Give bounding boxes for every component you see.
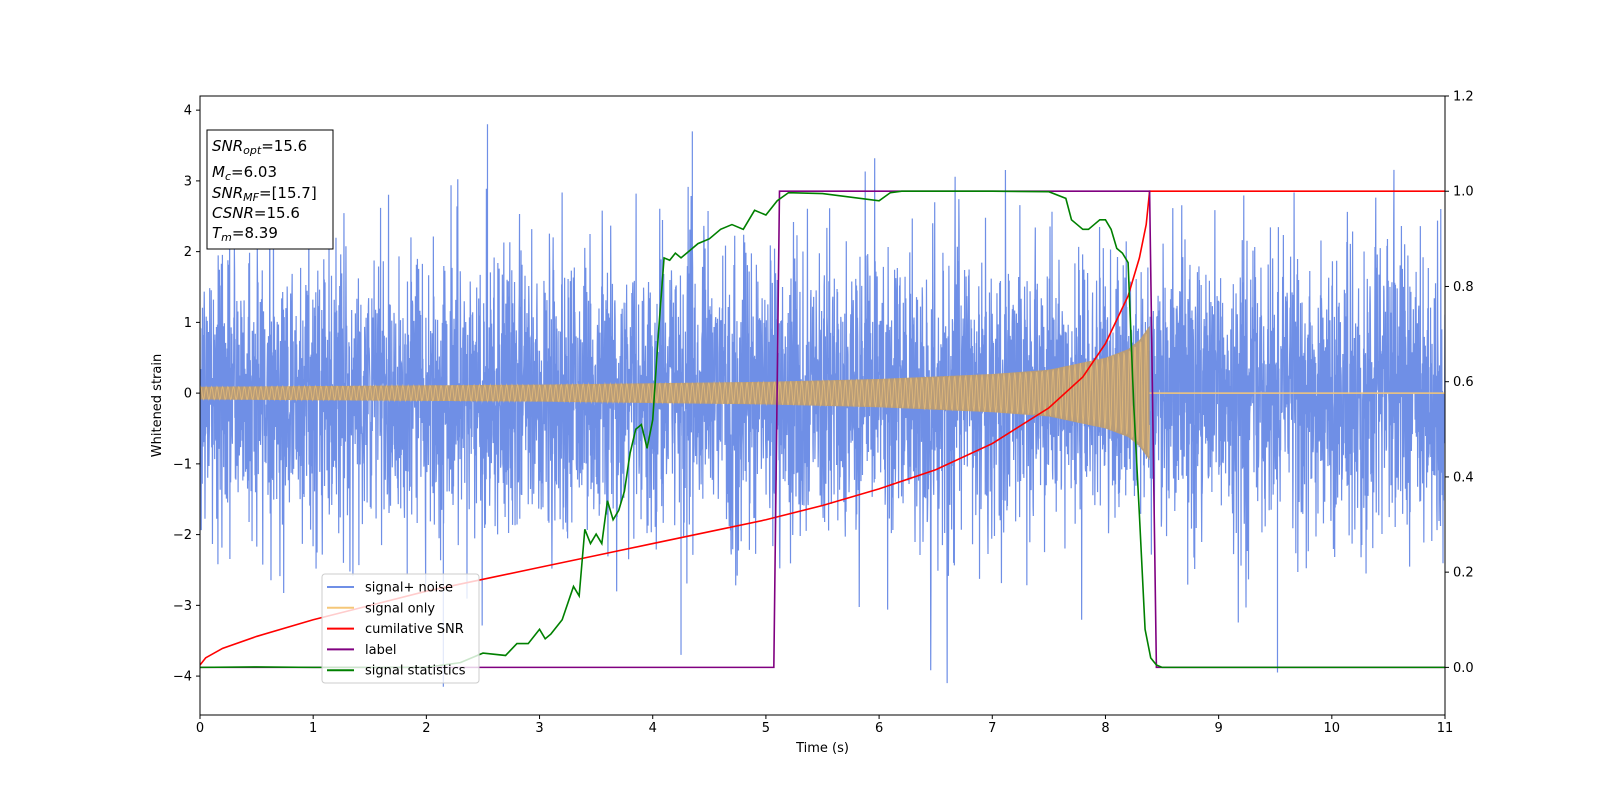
x-tick-label: 3 [535, 721, 543, 736]
y2-tick-label: 0.8 [1453, 280, 1474, 295]
annotation-mc: Mc=6.03 [212, 163, 277, 183]
y-axis-label: Whitened strain [150, 354, 165, 457]
y-tick-label: −2 [173, 528, 192, 543]
legend-label: cumilative SNR [365, 622, 464, 637]
y-tick-label: −3 [173, 599, 192, 614]
y2-tick-label: 0.0 [1453, 661, 1474, 676]
legend-box [321, 573, 480, 684]
y-tick-label: 1 [184, 316, 192, 331]
x-tick-label: 2 [422, 721, 430, 736]
series-signal-statistics [200, 190, 1445, 669]
x-tick-label: 11 [1437, 721, 1454, 736]
legend-label: signal only [365, 601, 435, 616]
series-cumilative-snr [200, 190, 1445, 666]
annotation-tm: Tm=8.39 [212, 224, 278, 244]
y2-tick-label: 1.0 [1453, 185, 1474, 200]
plot-frame [199, 95, 1446, 716]
annotation-snr-opt: SNRopt=15.6 [212, 137, 307, 157]
annotation-csnr: CSNR=15.6 [212, 204, 300, 222]
y-tick-label: 0 [184, 387, 192, 402]
x-tick-label: 10 [1324, 721, 1341, 736]
legend-label: signal statistics [365, 664, 466, 679]
x-axis-label: Time (s) [795, 741, 849, 756]
series-signal-only [200, 333, 1151, 457]
y2-tick-label: 1.2 [1453, 90, 1474, 105]
annotation-snr-mf: SNRMF=[15.7] [212, 184, 317, 204]
y2-tick-label: 0.4 [1453, 470, 1474, 485]
x-tick-label: 8 [1101, 721, 1109, 736]
series-signal-plus-noise [200, 124, 1445, 687]
x-tick-label: 4 [649, 721, 657, 736]
y-tick-label: 2 [184, 245, 192, 260]
x-tick-label: 6 [875, 721, 883, 736]
y-tick-label: 3 [184, 174, 192, 189]
x-tick-label: 1 [309, 721, 317, 736]
x-tick-label: 5 [762, 721, 770, 736]
x-tick-label: 9 [1214, 721, 1222, 736]
y2-tick-label: 0.6 [1453, 375, 1474, 390]
y-tick-label: −4 [173, 670, 192, 685]
x-tick-label: 0 [196, 721, 204, 736]
annotation-box [206, 129, 334, 250]
y-tick-label: 4 [184, 104, 192, 119]
y-tick-label: −1 [173, 457, 192, 472]
legend-label: signal+ noise [365, 581, 453, 596]
x-tick-label: 7 [988, 721, 996, 736]
y2-tick-label: 0.2 [1453, 566, 1474, 581]
legend-label: label [365, 643, 396, 658]
